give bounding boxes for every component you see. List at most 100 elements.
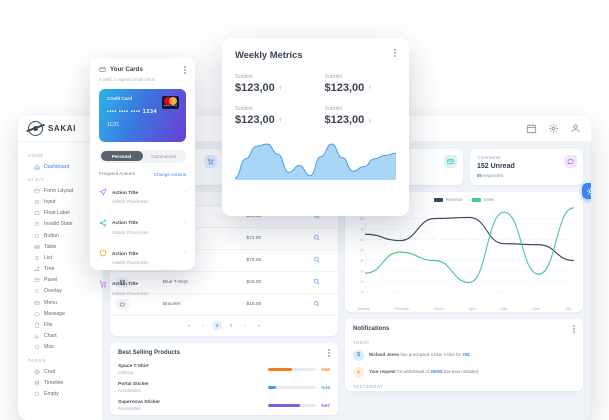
svg-text:30: 30 (360, 269, 364, 273)
sidebar-item-file[interactable]: File (18, 319, 102, 330)
kebab-menu-icon[interactable] (328, 349, 330, 357)
credit-card[interactable]: Credit Card •••• •••• •••• 1234 11/21 ma… (99, 88, 186, 142)
search-icon[interactable] (313, 256, 320, 263)
sidebar-item-list[interactable]: List (18, 252, 102, 263)
legend-revenue[interactable]: Revenue (433, 197, 463, 202)
page-prev[interactable]: ‹ (202, 323, 204, 328)
legend-sales[interactable]: Sales (471, 197, 494, 202)
list-item[interactable]: Portal Sticker Accessories %16 (110, 379, 338, 397)
toggle-personal[interactable]: Personal (100, 151, 143, 162)
chevron-right-icon[interactable]: › (184, 219, 186, 226)
list-item[interactable]: Supernova Sticker Accessories %67 (110, 397, 338, 415)
sidebar-item-panel[interactable]: Panel (18, 275, 102, 286)
trend-up-icon: ↑ (278, 84, 283, 92)
card-type-toggle[interactable]: Personal Commercial (99, 149, 186, 163)
sidebar-item-label: Invalid State (44, 221, 73, 228)
chevron-right-icon[interactable]: › (184, 250, 186, 257)
notification-item[interactable]: ▲ Your request for withdrawal of 2500$ ha… (345, 364, 583, 381)
sidebar-item-tree[interactable]: Tree (18, 264, 102, 275)
change-actions-link[interactable]: Change Actions (153, 171, 186, 177)
metric-item: Subtitle $123,00 ↑ (325, 74, 397, 94)
pagination[interactable]: « ‹ 1 2 › » (110, 316, 338, 336)
frequent-action-item[interactable]: Action Title Subtitle Placeholder › (99, 268, 186, 299)
calendar-icon[interactable] (526, 123, 537, 134)
sidebar[interactable]: HOME Dashboard UI KIT Form Layout Input Float… (18, 142, 102, 420)
page-last[interactable]: » (257, 323, 261, 328)
sidebar-item-label: Chart (44, 333, 57, 340)
product-thumb-cell (110, 293, 157, 316)
product-view-cell[interactable] (295, 293, 338, 316)
best-selling-panel: Best Selling Products Space T-Shirt Cloth… (110, 343, 338, 415)
action-title: Action Title (112, 251, 139, 257)
sidebar-item-crud[interactable]: Crud (18, 366, 102, 377)
sidebar-item-overlay[interactable]: Overlay (18, 286, 102, 297)
chevron-right-icon[interactable]: › (184, 280, 186, 287)
sidebar-item-form-layout[interactable]: Form Layout (18, 185, 102, 196)
sidebar-item-empty[interactable]: Empty (18, 388, 102, 399)
sidebar-item-table[interactable]: Table (18, 241, 102, 252)
your-cards-panel: Your Cards 5 valid, 1 expired credit car… (90, 58, 195, 296)
trend-up-icon: ↑ (368, 84, 372, 92)
sidebar-item-float-label[interactable]: Float Label (18, 208, 102, 219)
list-item[interactable]: Space T-Shirt Clothing %50 (110, 361, 338, 379)
user-icon[interactable] (570, 123, 581, 134)
notifications-panel: Notifications TODAY S Richard Jones has pu… (345, 319, 583, 391)
notification-item[interactable]: S Richard Jones has purchased a blue t-sh… (345, 347, 583, 364)
metric-label: Subtitle (235, 74, 253, 80)
sidebar-item-label: Empty (44, 390, 59, 397)
share-icon (99, 219, 107, 227)
product-view-cell[interactable] (295, 271, 338, 294)
sidebar-item-message[interactable]: Message (18, 308, 102, 319)
search-icon[interactable] (313, 234, 320, 241)
x-tick-label: June (532, 307, 540, 311)
search-icon[interactable] (313, 278, 320, 285)
sidebar-item-dashboard[interactable]: Dashboard (18, 161, 102, 172)
sidebar-item-menu[interactable]: Menu (18, 297, 102, 308)
sidebar-item-timeline[interactable]: Timeline (18, 377, 102, 388)
frequent-actions-label: Frequent Actions (99, 171, 135, 177)
chevron-right-icon[interactable]: › (184, 189, 186, 196)
metric-item: Subtitle $123,00 ↓ (325, 106, 397, 126)
stat-card[interactable]: Comments 152 Unread 85 responded (470, 149, 583, 185)
app-logo[interactable]: SAKAI (28, 121, 76, 136)
product-name-cell: Blue T-Shirt (156, 271, 241, 294)
search-icon[interactable] (313, 300, 320, 307)
mail-icon (444, 155, 457, 168)
toggle-commercial[interactable]: Commercial (151, 153, 176, 159)
home-icon (34, 164, 40, 170)
gear-icon[interactable] (548, 123, 559, 134)
notification-text: Your request for withdrawal of 2500$ has… (369, 369, 480, 375)
frequent-action-item[interactable]: Action Title Subtitle Placeholder › (99, 238, 186, 269)
sidebar-item-input[interactable]: Input (18, 196, 102, 207)
sidebar-section-label: PAGES (28, 358, 47, 363)
kebab-menu-icon[interactable] (184, 66, 186, 74)
x-tick-label: April (468, 307, 476, 311)
product-view-cell[interactable] (295, 227, 338, 250)
comment-icon (564, 155, 577, 168)
credit-card-expiry: 11/21 (107, 121, 120, 128)
action-title: Action Title (112, 282, 139, 288)
page-first[interactable]: « (187, 323, 191, 328)
sidebar-item-misc[interactable]: Misc (18, 342, 102, 353)
page-next[interactable]: › (244, 323, 246, 328)
sidebar-item-chart[interactable]: Chart (18, 331, 102, 342)
product-view-cell[interactable] (295, 249, 338, 272)
kebab-menu-icon[interactable] (573, 325, 575, 333)
metric-item: Subtitle $123,00 ↑ (235, 106, 307, 126)
action-title: Action Title (112, 221, 139, 227)
frequent-action-item[interactable]: Action Title Subtitle Placeholder › (99, 207, 186, 238)
frequent-action-item[interactable]: Action Title Subtitle Placeholder › (99, 177, 186, 208)
settings-fab-button[interactable] (582, 183, 591, 199)
sidebar-item-invalid-state[interactable]: Invalid State (18, 219, 102, 230)
page-1[interactable]: 1 (212, 321, 222, 330)
page-2[interactable]: 2 (229, 323, 233, 328)
weekly-metrics-title: Weekly Metrics (235, 49, 303, 60)
product-price-cell: $29.00 (240, 271, 296, 294)
table-row[interactable]: Blue T-Shirt $29.00 (110, 271, 338, 294)
kebab-menu-icon[interactable] (394, 49, 396, 57)
sidebar-item-button[interactable]: Button (18, 230, 102, 241)
table-row[interactable]: Bracelet $15.00 (110, 293, 338, 316)
cards-panel-title: Your Cards (99, 66, 143, 73)
svg-text:70: 70 (360, 227, 364, 231)
percent-label: %16 (321, 384, 330, 390)
